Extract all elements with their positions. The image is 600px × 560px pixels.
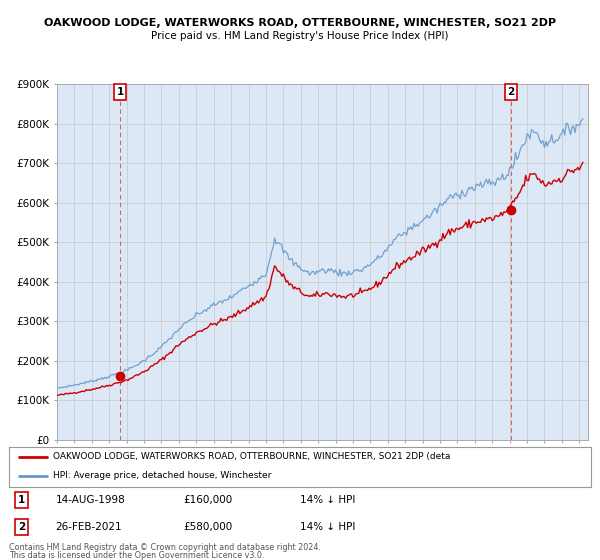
Text: 14% ↓ HPI: 14% ↓ HPI [300,522,355,532]
Text: Contains HM Land Registry data © Crown copyright and database right 2024.: Contains HM Land Registry data © Crown c… [9,543,321,552]
Text: 14-AUG-1998: 14-AUG-1998 [56,495,125,505]
Text: Price paid vs. HM Land Registry's House Price Index (HPI): Price paid vs. HM Land Registry's House … [151,31,449,41]
Text: £580,000: £580,000 [184,522,233,532]
Text: OAKWOOD LODGE, WATERWORKS ROAD, OTTERBOURNE, WINCHESTER, SO21 2DP (deta: OAKWOOD LODGE, WATERWORKS ROAD, OTTERBOU… [53,452,450,461]
Text: 14% ↓ HPI: 14% ↓ HPI [300,495,355,505]
Text: £160,000: £160,000 [184,495,233,505]
Text: This data is licensed under the Open Government Licence v3.0.: This data is licensed under the Open Gov… [9,551,265,560]
Text: OAKWOOD LODGE, WATERWORKS ROAD, OTTERBOURNE, WINCHESTER, SO21 2DP: OAKWOOD LODGE, WATERWORKS ROAD, OTTERBOU… [44,18,556,28]
Text: 1: 1 [116,87,124,97]
Text: 1: 1 [18,495,25,505]
Text: 2: 2 [508,87,515,97]
Text: HPI: Average price, detached house, Winchester: HPI: Average price, detached house, Winc… [53,472,271,480]
Text: 26-FEB-2021: 26-FEB-2021 [56,522,122,532]
Text: 2: 2 [18,522,25,532]
